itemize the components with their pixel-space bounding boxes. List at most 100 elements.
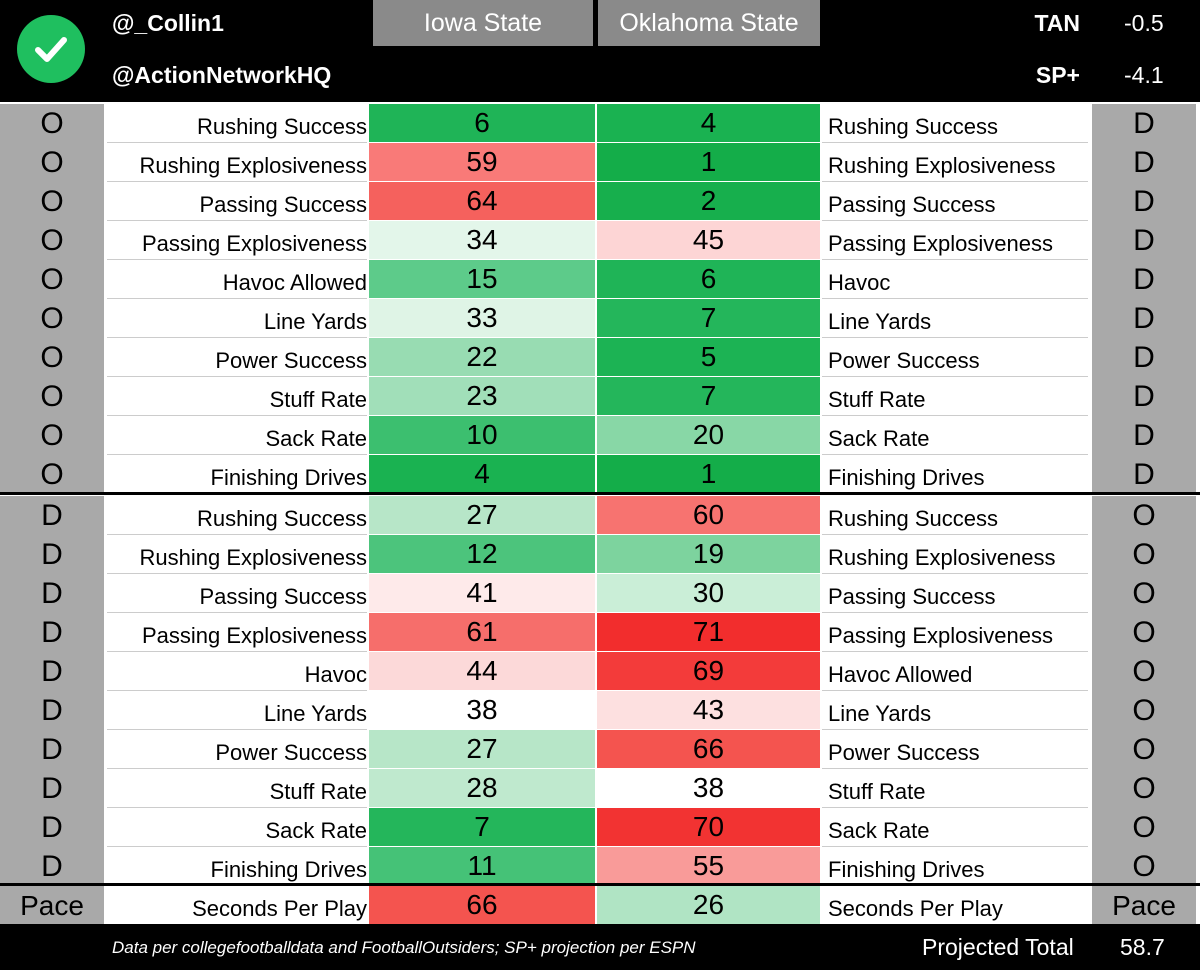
table-row: O Rushing Explosiveness 59 1 Rushing Explosi… (0, 143, 1200, 182)
right-metric-label: Rushing Explosiveness (822, 535, 1088, 574)
left-metric-label: Sack Rate (107, 808, 367, 847)
team-b-rank: 69 (597, 652, 820, 691)
table-row: D Rushing Explosiveness 12 19 Rushing Explos… (0, 535, 1200, 574)
right-metric-label: Passing Explosiveness (822, 221, 1088, 260)
right-side-label: O (1092, 535, 1196, 574)
table-row: O Rushing Success 6 4 Rushing Success D (0, 104, 1200, 143)
right-side-label: D (1092, 455, 1196, 494)
left-metric-label: Passing Success (107, 574, 367, 613)
left-metric-label: Sack Rate (107, 416, 367, 455)
left-metric-label: Line Yards (107, 299, 367, 338)
left-metric-label: Passing Explosiveness (107, 613, 367, 652)
left-metric-label: Seconds Per Play (107, 886, 367, 925)
right-side-label: Pace (1092, 886, 1196, 925)
team-b-rank: 43 (597, 691, 820, 730)
team-b-rank: 26 (597, 886, 820, 925)
left-metric-label: Rushing Success (107, 496, 367, 535)
team-b-header: Oklahoma State (598, 0, 820, 46)
left-metric-label: Power Success (107, 338, 367, 377)
team-a-rank: 61 (369, 613, 595, 652)
team-b-rank: 19 (597, 535, 820, 574)
team-b-rank: 1 (597, 455, 820, 494)
team-b-rank: 60 (597, 496, 820, 535)
table-row: D Power Success 27 66 Power Success O (0, 730, 1200, 769)
left-metric-label: Line Yards (107, 691, 367, 730)
right-metric-label: Rushing Explosiveness (822, 143, 1088, 182)
team-b-rank: 70 (597, 808, 820, 847)
left-side-label: D (0, 769, 104, 808)
right-metric-label: Passing Explosiveness (822, 613, 1088, 652)
left-metric-label: Passing Explosiveness (107, 221, 367, 260)
table-row: O Power Success 22 5 Power Success D (0, 338, 1200, 377)
right-metric-label: Seconds Per Play (822, 886, 1088, 925)
right-side-label: D (1092, 377, 1196, 416)
right-metric-label: Passing Success (822, 574, 1088, 613)
team-b-rank: 30 (597, 574, 820, 613)
right-side-label: D (1092, 143, 1196, 182)
right-side-label: D (1092, 104, 1196, 143)
right-metric-label: Sack Rate (822, 808, 1088, 847)
right-metric-label: Line Yards (822, 691, 1088, 730)
tan-label: TAN (1034, 10, 1080, 36)
right-metric-label: Havoc Allowed (822, 652, 1088, 691)
left-side-label: O (0, 182, 104, 221)
table-row: O Passing Explosiveness 34 45 Passing Explos… (0, 221, 1200, 260)
right-metric-label: Stuff Rate (822, 769, 1088, 808)
left-side-label: O (0, 221, 104, 260)
right-side-label: D (1092, 260, 1196, 299)
team-b-rank: 7 (597, 377, 820, 416)
team-a-rank: 38 (369, 691, 595, 730)
left-side-label: O (0, 455, 104, 494)
team-b-rank: 6 (597, 260, 820, 299)
right-metric-label: Havoc (822, 260, 1088, 299)
team-a-rank: 23 (369, 377, 595, 416)
projected-total-label: Projected Total (922, 934, 1074, 960)
team-a-rank: 27 (369, 496, 595, 535)
right-side-label: O (1092, 652, 1196, 691)
right-metric-label: Line Yards (822, 299, 1088, 338)
right-side-label: D (1092, 416, 1196, 455)
right-metric-label: Power Success (822, 730, 1088, 769)
left-side-label: O (0, 416, 104, 455)
table-row: D Passing Explosiveness 61 71 Passing Explos… (0, 613, 1200, 652)
team-a-rank: 6 (369, 104, 595, 143)
team-a-rank: 44 (369, 652, 595, 691)
team-b-rank: 1 (597, 143, 820, 182)
table-row: D Line Yards 38 43 Line Yards O (0, 691, 1200, 730)
team-b-rank: 2 (597, 182, 820, 221)
handle-actionnetwork: @ActionNetworkHQ (112, 62, 332, 88)
right-side-label: O (1092, 691, 1196, 730)
team-b-rank: 4 (597, 104, 820, 143)
left-metric-label: Rushing Explosiveness (107, 535, 367, 574)
right-metric-label: Sack Rate (822, 416, 1088, 455)
table-row: O Havoc Allowed 15 6 Havoc D (0, 260, 1200, 299)
team-b-rank: 66 (597, 730, 820, 769)
projected-total-value: 58.7 (1120, 934, 1165, 960)
right-side-label: O (1092, 496, 1196, 535)
pace-divider (0, 883, 1200, 886)
right-side-label: D (1092, 221, 1196, 260)
left-side-label: O (0, 377, 104, 416)
right-metric-label: Finishing Drives (822, 455, 1088, 494)
left-side-label: D (0, 847, 104, 886)
team-b-rank: 38 (597, 769, 820, 808)
team-b-rank: 20 (597, 416, 820, 455)
left-side-label: O (0, 143, 104, 182)
left-metric-label: Stuff Rate (107, 377, 367, 416)
right-metric-label: Finishing Drives (822, 847, 1088, 886)
right-side-label: D (1092, 338, 1196, 377)
right-side-label: O (1092, 769, 1196, 808)
team-b-rank: 45 (597, 221, 820, 260)
left-metric-label: Rushing Success (107, 104, 367, 143)
left-side-label: D (0, 691, 104, 730)
left-side-label: D (0, 730, 104, 769)
right-metric-label: Stuff Rate (822, 377, 1088, 416)
right-metric-label: Passing Success (822, 182, 1088, 221)
comparison-table: O Rushing Success 6 4 Rushing Success D O Rushi… (0, 102, 1200, 925)
left-metric-label: Stuff Rate (107, 769, 367, 808)
right-metric-label: Power Success (822, 338, 1088, 377)
pace-row: Pace Seconds Per Play 66 26 Seconds Per Play… (0, 886, 1200, 925)
right-side-label: D (1092, 299, 1196, 338)
sp-value: -4.1 (1124, 62, 1164, 88)
right-side-label: O (1092, 574, 1196, 613)
